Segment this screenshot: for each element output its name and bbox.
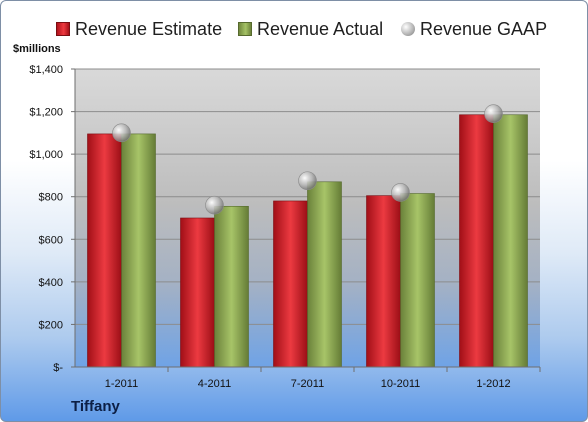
bar-revenue-estimate xyxy=(366,195,401,368)
bar-revenue-estimate xyxy=(273,200,308,368)
y-tick-label: $400 xyxy=(39,277,63,289)
marker-revenue-gaap xyxy=(484,104,503,123)
y-tick-label: $1,400 xyxy=(29,64,63,76)
x-tick-label: 7-2011 xyxy=(291,378,324,390)
marker-revenue-gaap xyxy=(112,123,131,143)
legend-label-estimate: Revenue Estimate xyxy=(75,18,223,39)
legend-item-estimate: Revenue Estimate xyxy=(56,15,222,43)
bar-revenue-actual xyxy=(121,133,156,368)
y-tick-label: $1,200 xyxy=(29,107,63,119)
y-axis-unit-label: $millions xyxy=(13,43,61,55)
legend-item-gaap: Revenue GAAP xyxy=(401,15,547,43)
bar-revenue-estimate xyxy=(180,217,215,368)
marker-revenue-gaap xyxy=(298,171,317,191)
x-tick-label: 10-2011 xyxy=(381,378,421,390)
bar-revenue-estimate xyxy=(87,133,122,368)
x-tick-label: 1-2011 xyxy=(105,378,138,390)
marker-revenue-gaap xyxy=(391,183,410,202)
bar-revenue-actual xyxy=(400,193,435,368)
legend-label-gaap: Revenue GAAP xyxy=(420,18,548,39)
x-tick-label: 4-2011 xyxy=(198,378,231,390)
legend: Revenue Estimate Revenue Actual Revenue … xyxy=(1,15,587,43)
y-tick-label: $- xyxy=(53,362,63,374)
legend-item-actual: Revenue Actual xyxy=(238,15,383,43)
company-name: Tiffany xyxy=(71,398,120,415)
legend-swatch-actual xyxy=(238,22,252,36)
x-tick-label: 1-2012 xyxy=(476,378,510,390)
y-tick-label: $600 xyxy=(39,234,63,246)
bar-revenue-actual xyxy=(214,205,249,368)
bar-revenue-estimate xyxy=(459,114,494,368)
y-tick-label: $800 xyxy=(39,192,63,204)
legend-label-actual: Revenue Actual xyxy=(257,18,384,39)
legend-swatch-estimate xyxy=(56,22,70,36)
bar-revenue-actual xyxy=(307,181,342,368)
legend-marker-gaap xyxy=(401,22,415,36)
marker-revenue-gaap xyxy=(205,195,224,215)
bar-revenue-actual xyxy=(493,114,528,368)
y-tick-label: $200 xyxy=(39,319,63,331)
y-tick-label: $1,000 xyxy=(29,149,63,161)
